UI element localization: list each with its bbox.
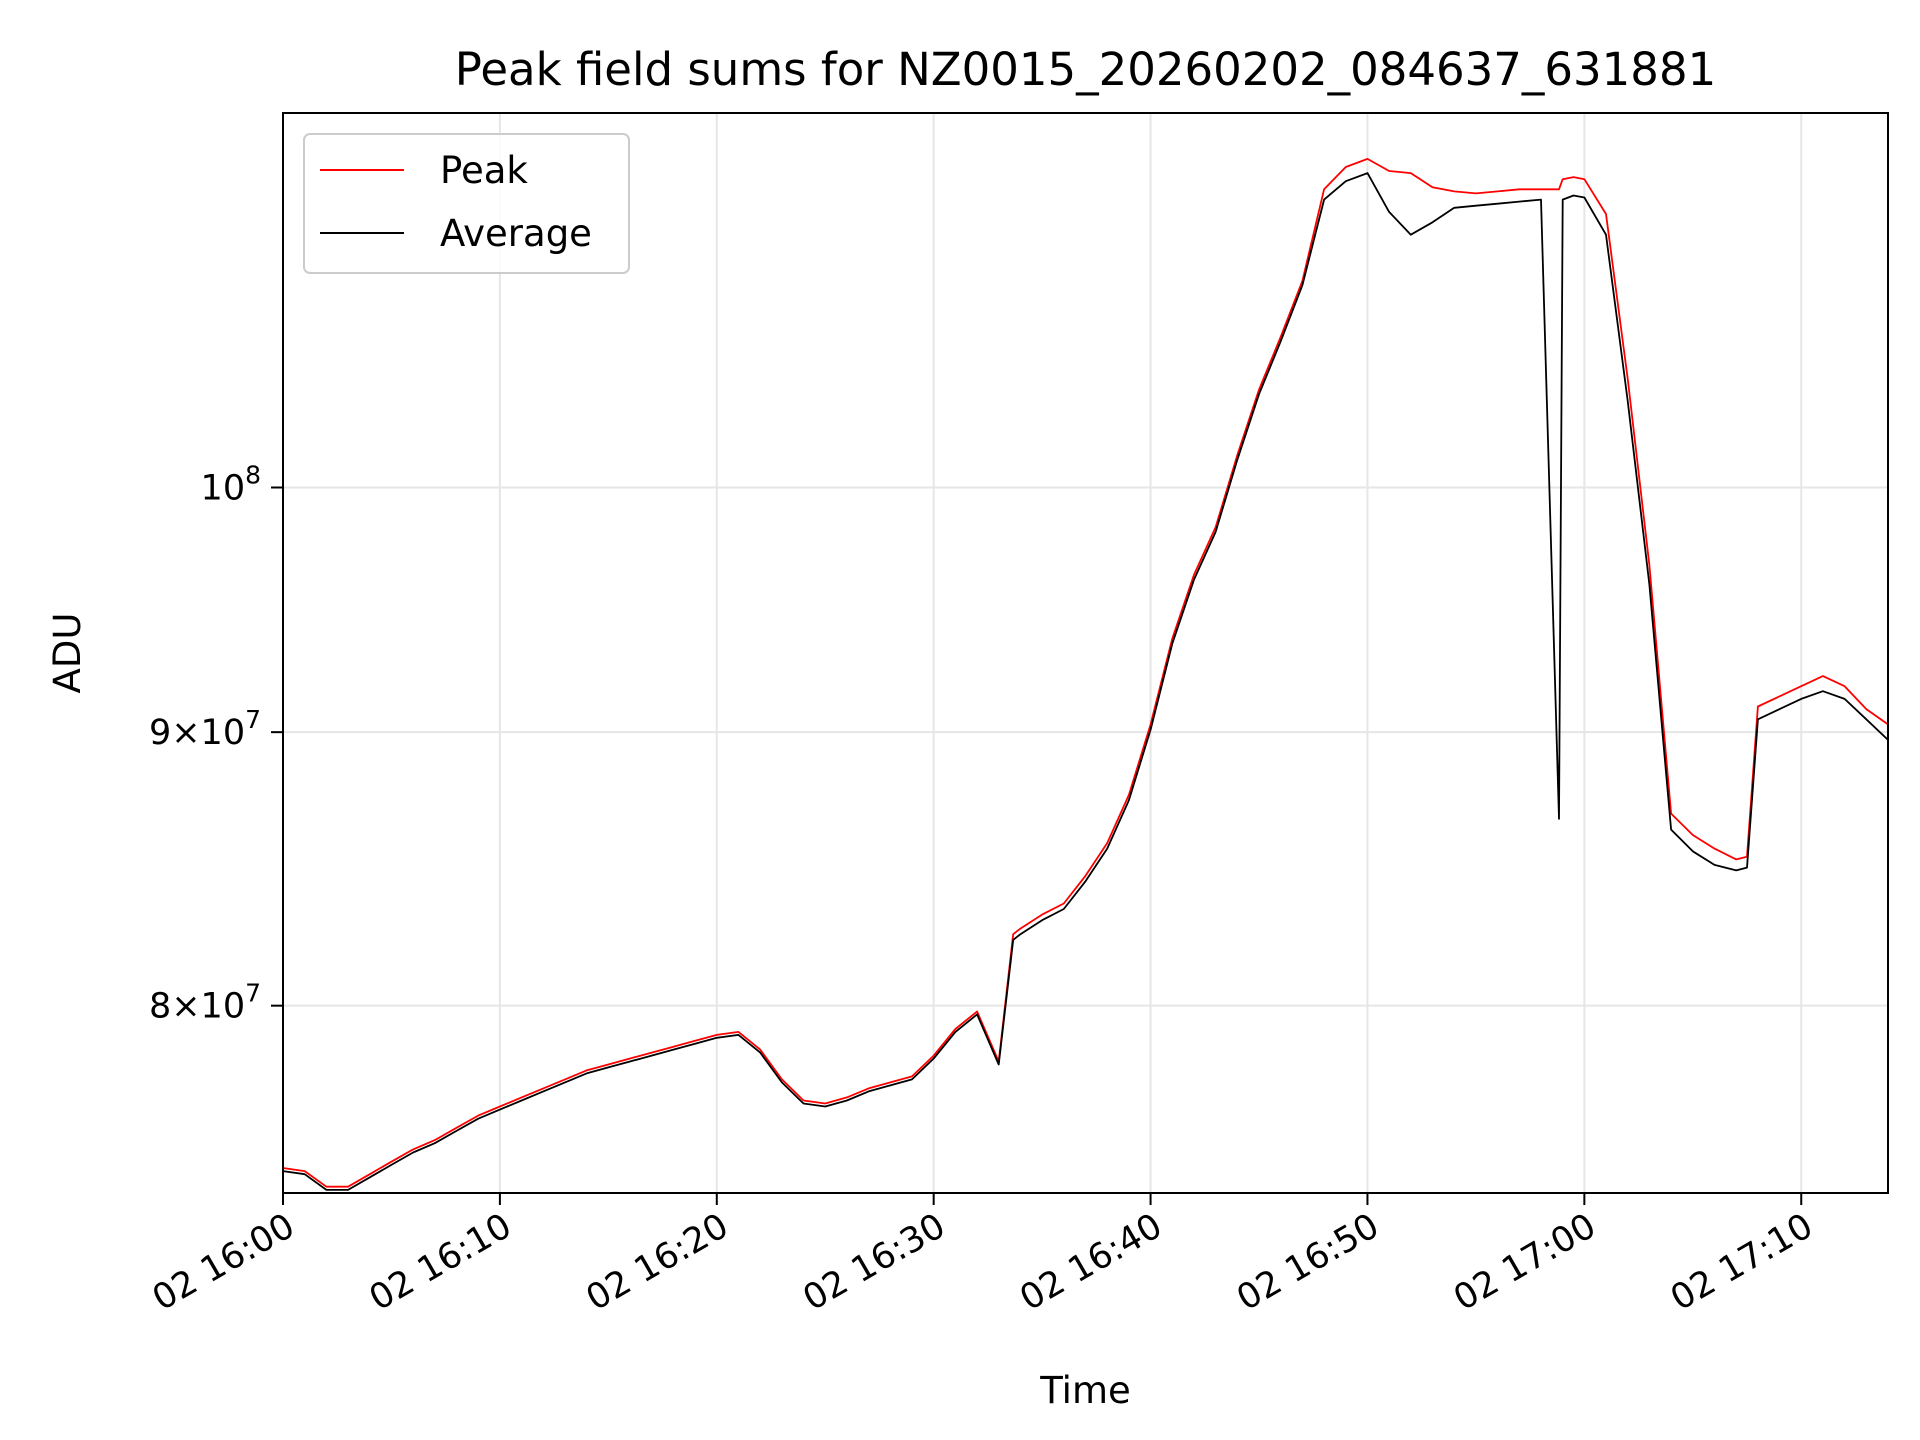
axes-frame [282,112,1889,1194]
y-tick-label: 9×107 [149,705,261,753]
plot-lines [282,157,1889,1191]
y-tick-base: 10 [201,468,246,508]
y-tick-exponent: 7 [245,979,261,1008]
y-tick-times: × [171,987,200,1027]
y-tick-exponent: 8 [245,460,261,489]
legend-label: Peak [440,149,528,192]
y-tick-mantissa: 8 [149,987,171,1027]
y-tick-mantissa: 9 [149,713,171,753]
series-line-peak [282,157,1889,1188]
legend-label: Average [440,212,592,255]
grid [282,113,1888,1193]
x-axis-label: Time [1039,1369,1131,1412]
y-axis-label: ADU [46,613,89,694]
y-tick-label: 8×107 [149,979,261,1027]
y-tick-exponent: 7 [245,705,261,734]
y-tick-label: 108 [201,460,261,508]
y-tick-times: × [171,713,200,753]
legend: Peak Average [303,133,630,274]
y-tick-base: 10 [201,713,246,753]
legend-box [303,133,630,274]
chart-title: Peak field sums for NZ0015_20260202_0846… [455,43,1716,96]
series-line-average [282,172,1889,1191]
y-tick-base: 10 [201,987,246,1027]
